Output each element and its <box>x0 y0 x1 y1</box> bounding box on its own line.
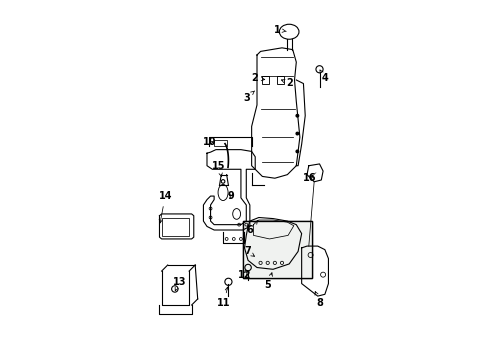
Bar <box>242 221 312 278</box>
Text: 8: 8 <box>314 292 323 308</box>
Text: 7: 7 <box>244 247 254 256</box>
Bar <box>214 140 226 146</box>
Text: 9: 9 <box>227 191 234 201</box>
Circle shape <box>296 114 298 117</box>
Text: 3: 3 <box>243 91 254 103</box>
Bar <box>277 76 283 84</box>
Circle shape <box>296 132 298 135</box>
Text: 15: 15 <box>212 161 225 176</box>
Text: 11: 11 <box>217 287 230 308</box>
Text: 12: 12 <box>237 270 251 280</box>
Text: 2: 2 <box>281 78 292 88</box>
Bar <box>242 221 312 278</box>
Text: 2: 2 <box>251 73 264 83</box>
Text: 1: 1 <box>273 25 285 35</box>
Text: 6: 6 <box>246 220 257 235</box>
Text: 5: 5 <box>264 273 272 291</box>
Bar <box>162 218 189 237</box>
Text: 14: 14 <box>158 191 172 223</box>
Text: 4: 4 <box>319 70 327 83</box>
Bar <box>262 76 268 84</box>
Text: 13: 13 <box>172 277 186 291</box>
Text: 10: 10 <box>203 138 216 148</box>
Text: 16: 16 <box>302 173 316 183</box>
Circle shape <box>296 150 298 153</box>
